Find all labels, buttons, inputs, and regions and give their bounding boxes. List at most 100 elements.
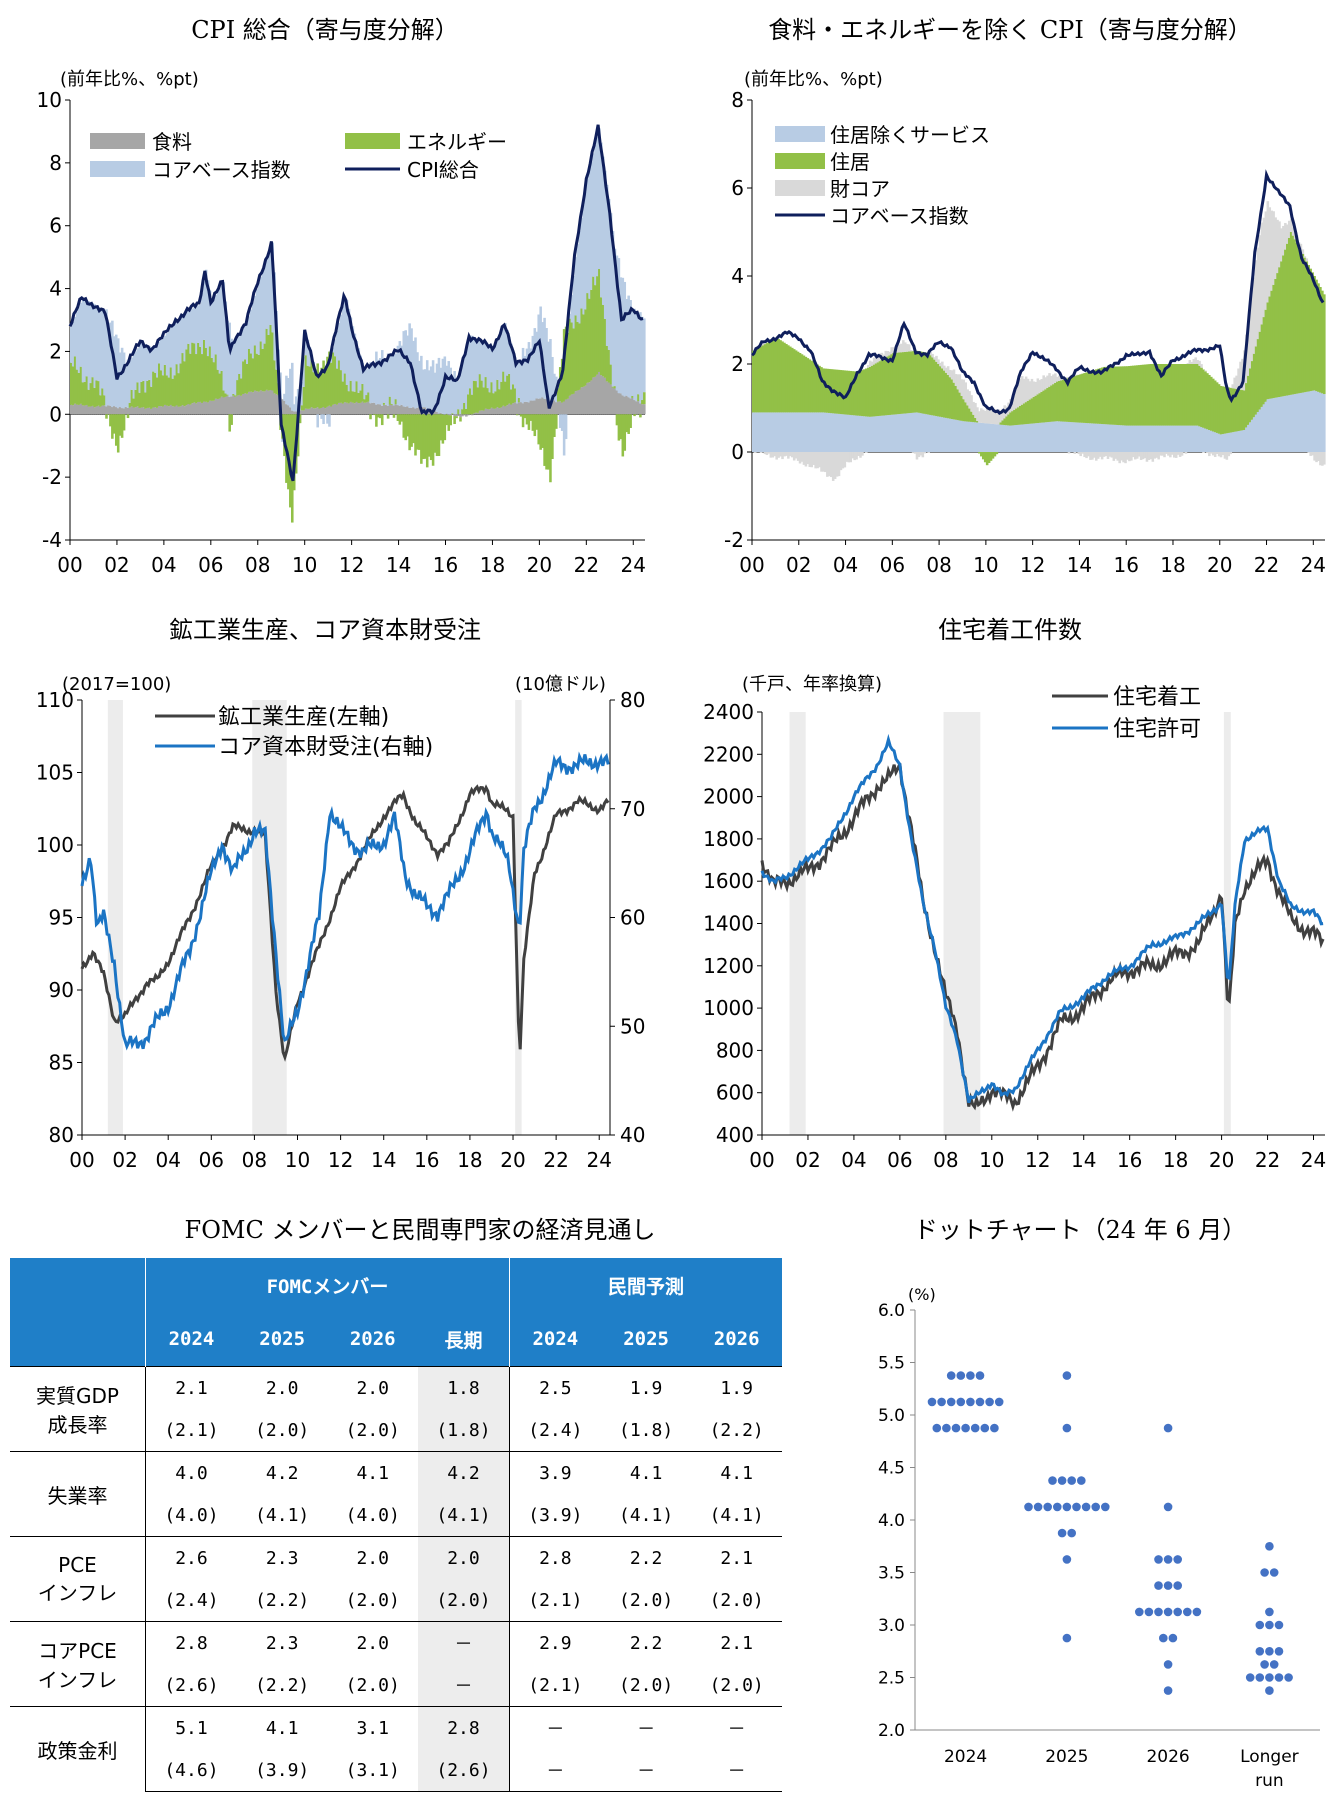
dot-marker bbox=[1062, 1555, 1072, 1564]
services-bar bbox=[1011, 425, 1014, 452]
energy-bar bbox=[114, 414, 118, 446]
energy-bar bbox=[183, 361, 186, 407]
services-bar bbox=[1161, 425, 1164, 452]
food-bar bbox=[116, 408, 120, 415]
cpi-total-line bbox=[68, 124, 644, 482]
services-bar bbox=[790, 412, 794, 452]
core-bar bbox=[75, 312, 79, 370]
shelter-bar bbox=[757, 347, 761, 413]
services-bar bbox=[1295, 393, 1299, 452]
energy-bar bbox=[537, 414, 540, 445]
food-bar bbox=[582, 386, 585, 415]
services-bar bbox=[1007, 425, 1010, 452]
energy-bar bbox=[596, 276, 599, 375]
services-bar bbox=[1210, 430, 1213, 452]
services-bar bbox=[1106, 424, 1110, 452]
core-bar bbox=[334, 339, 337, 357]
core-goods-bar bbox=[1171, 452, 1174, 455]
core-goods-bar bbox=[763, 452, 767, 455]
core-goods-bar bbox=[1309, 452, 1312, 456]
services-bar bbox=[765, 412, 769, 452]
food-bar bbox=[95, 406, 98, 415]
food-bar bbox=[472, 413, 476, 415]
dot-marker bbox=[1163, 1686, 1173, 1695]
core-goods-bar bbox=[1137, 452, 1141, 457]
energy-bar bbox=[527, 414, 531, 430]
services-bar bbox=[956, 420, 960, 452]
dot-marker bbox=[1067, 1528, 1076, 1538]
energy-bar bbox=[306, 365, 310, 409]
energy-bar bbox=[144, 392, 147, 409]
core-goods-bar bbox=[1057, 375, 1061, 381]
shelter-bar bbox=[1009, 412, 1012, 426]
energy-bar bbox=[70, 362, 73, 405]
services-bar bbox=[1093, 423, 1096, 452]
energy-bar bbox=[154, 372, 157, 408]
shelter-bar bbox=[789, 346, 792, 413]
energy-bar bbox=[549, 414, 552, 483]
shelter-bar bbox=[872, 364, 876, 417]
core-goods-bar bbox=[1095, 452, 1098, 461]
previous-forecast-value: (2.0) bbox=[618, 1589, 674, 1611]
services-bar bbox=[1132, 425, 1135, 452]
shelter-bar bbox=[790, 347, 794, 413]
energy-bar bbox=[513, 388, 517, 403]
services-bar bbox=[935, 416, 938, 452]
energy-bar bbox=[242, 361, 245, 394]
shelter-bar bbox=[1250, 361, 1254, 420]
forecast-value: 2.0 bbox=[236, 1366, 328, 1409]
services-bar bbox=[933, 415, 936, 452]
energy-bar bbox=[93, 387, 97, 408]
core-goods-bar bbox=[1040, 379, 1043, 392]
core-bar bbox=[531, 335, 535, 401]
services-bar bbox=[1176, 425, 1180, 452]
shelter-bar bbox=[820, 367, 823, 413]
services-bar bbox=[1266, 399, 1270, 452]
core-bar bbox=[525, 348, 529, 402]
energy-bar bbox=[480, 380, 484, 411]
shelter-bar bbox=[1135, 365, 1139, 426]
core-goods-bar bbox=[1026, 378, 1030, 401]
shelter-bar bbox=[1141, 364, 1145, 426]
services-bar bbox=[1042, 422, 1045, 452]
shelter-bar bbox=[787, 345, 790, 413]
services-bar bbox=[1120, 425, 1123, 452]
core-bar bbox=[146, 345, 149, 381]
dot-marker bbox=[1154, 1581, 1163, 1590]
shelter-bar bbox=[849, 370, 852, 415]
core-bar bbox=[637, 313, 640, 395]
shelter-bar bbox=[1295, 243, 1299, 394]
x-tick-label: 04 bbox=[833, 553, 858, 577]
energy-bar bbox=[412, 414, 415, 444]
core-goods-bar bbox=[1135, 452, 1139, 459]
dot-marker bbox=[1057, 1476, 1067, 1485]
energy-bar bbox=[120, 414, 124, 438]
services-bar bbox=[833, 413, 837, 452]
energy-bar bbox=[529, 414, 533, 421]
food-bar bbox=[512, 403, 515, 415]
shelter-bar bbox=[1054, 382, 1057, 422]
x-tick-label: 16 bbox=[433, 553, 458, 577]
legend-swatch bbox=[345, 133, 400, 149]
energy-bar bbox=[609, 364, 613, 385]
core-bar bbox=[285, 375, 288, 405]
y-tick-label: 5.0 bbox=[878, 1406, 905, 1426]
fomc-members-header: FOMCメンバー bbox=[145, 1258, 510, 1312]
energy-bar bbox=[435, 414, 439, 457]
forecast-value: 4.1 bbox=[600, 1451, 692, 1494]
shelter-bar bbox=[1149, 364, 1153, 426]
services-bar bbox=[876, 416, 880, 452]
shelter-bar bbox=[968, 408, 971, 422]
services-bar bbox=[925, 414, 929, 452]
core-goods-bar bbox=[857, 452, 860, 456]
shelter-bar bbox=[939, 366, 942, 417]
core-goods-bar bbox=[896, 343, 899, 353]
services-bar bbox=[927, 414, 930, 452]
core-bar bbox=[623, 281, 627, 397]
table-corner bbox=[10, 1258, 146, 1367]
services-bar bbox=[1069, 422, 1073, 452]
energy-bar bbox=[146, 380, 149, 408]
services-bar bbox=[1034, 423, 1038, 452]
food-bar bbox=[326, 406, 329, 415]
food-bar bbox=[578, 389, 582, 415]
